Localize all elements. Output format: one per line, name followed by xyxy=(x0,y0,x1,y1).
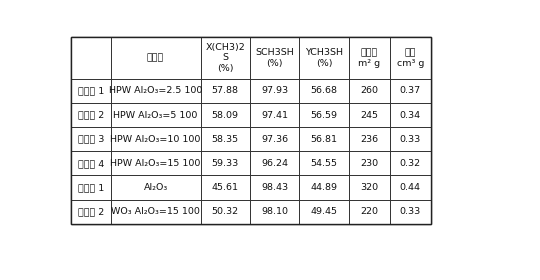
Bar xyxy=(71,37,111,79)
Bar xyxy=(250,103,299,127)
Text: 260: 260 xyxy=(360,87,378,95)
Text: 0.33: 0.33 xyxy=(400,207,421,216)
Bar xyxy=(111,151,200,176)
Text: SCH3SH
(%): SCH3SH (%) xyxy=(255,48,294,67)
Bar xyxy=(200,176,250,200)
Text: 实施例 2: 实施例 2 xyxy=(78,111,104,120)
Bar xyxy=(299,79,349,103)
Bar xyxy=(111,37,200,79)
Bar xyxy=(71,37,431,224)
Bar xyxy=(71,103,111,127)
Bar xyxy=(71,200,111,224)
Text: WO₃ Al₂O₃=15 100: WO₃ Al₂O₃=15 100 xyxy=(111,207,200,216)
Text: 97.36: 97.36 xyxy=(261,135,288,144)
Bar xyxy=(71,127,111,151)
Bar xyxy=(349,151,390,176)
Bar xyxy=(390,176,431,200)
Text: 比表面
m² g: 比表面 m² g xyxy=(358,48,380,67)
Text: HPW Al₂O₃=15 100: HPW Al₂O₃=15 100 xyxy=(110,159,201,168)
Bar xyxy=(299,103,349,127)
Text: 49.45: 49.45 xyxy=(310,207,338,216)
Text: 孔容
cm³ g: 孔容 cm³ g xyxy=(396,48,424,67)
Text: 0.33: 0.33 xyxy=(400,135,421,144)
Text: 97.93: 97.93 xyxy=(261,87,288,95)
Text: 96.24: 96.24 xyxy=(261,159,288,168)
Text: 236: 236 xyxy=(360,135,379,144)
Text: 0.44: 0.44 xyxy=(400,183,421,192)
Text: 59.33: 59.33 xyxy=(212,159,239,168)
Bar xyxy=(299,37,349,79)
Text: X(CH3)2
S
(%): X(CH3)2 S (%) xyxy=(205,43,245,73)
Bar xyxy=(111,176,200,200)
Bar xyxy=(71,37,431,224)
Text: 97.41: 97.41 xyxy=(261,111,288,120)
Text: 对照品 2: 对照品 2 xyxy=(78,207,104,216)
Text: Al₂O₃: Al₂O₃ xyxy=(144,183,168,192)
Bar xyxy=(200,151,250,176)
Bar xyxy=(390,127,431,151)
Text: HPW Al₂O₃=5 100: HPW Al₂O₃=5 100 xyxy=(113,111,198,120)
Bar xyxy=(299,176,349,200)
Bar xyxy=(250,151,299,176)
Text: 56.81: 56.81 xyxy=(310,135,338,144)
Bar xyxy=(390,37,431,79)
Bar xyxy=(390,103,431,127)
Text: 45.61: 45.61 xyxy=(212,183,239,192)
Text: 实施例 1: 实施例 1 xyxy=(78,87,104,95)
Text: 98.10: 98.10 xyxy=(261,207,288,216)
Bar xyxy=(250,176,299,200)
Bar xyxy=(349,176,390,200)
Bar xyxy=(250,127,299,151)
Bar xyxy=(200,79,250,103)
Bar xyxy=(349,127,390,151)
Text: 58.09: 58.09 xyxy=(212,111,239,120)
Bar xyxy=(111,79,200,103)
Text: 56.68: 56.68 xyxy=(310,87,338,95)
Bar xyxy=(349,103,390,127)
Bar xyxy=(349,37,390,79)
Bar xyxy=(390,151,431,176)
Bar xyxy=(71,151,111,176)
Bar xyxy=(111,103,200,127)
Text: 50.32: 50.32 xyxy=(212,207,239,216)
Text: 58.35: 58.35 xyxy=(212,135,239,144)
Text: 0.34: 0.34 xyxy=(400,111,421,120)
Bar xyxy=(200,200,250,224)
Text: 98.43: 98.43 xyxy=(261,183,288,192)
Text: 0.37: 0.37 xyxy=(400,87,421,95)
Bar xyxy=(299,127,349,151)
Text: 实施例 3: 实施例 3 xyxy=(78,135,104,144)
Text: 245: 245 xyxy=(360,111,378,120)
Bar xyxy=(71,79,111,103)
Bar xyxy=(250,200,299,224)
Bar xyxy=(299,151,349,176)
Bar xyxy=(390,200,431,224)
Text: 57.88: 57.88 xyxy=(212,87,239,95)
Text: 220: 220 xyxy=(360,207,378,216)
Text: 230: 230 xyxy=(360,159,379,168)
Bar xyxy=(349,200,390,224)
Text: HPW Al₂O₃=2.5 100: HPW Al₂O₃=2.5 100 xyxy=(109,87,202,95)
Bar xyxy=(71,176,111,200)
Text: 56.59: 56.59 xyxy=(310,111,338,120)
Bar xyxy=(111,200,200,224)
Text: YCH3SH
(%): YCH3SH (%) xyxy=(305,48,343,67)
Text: HPW Al₂O₃=10 100: HPW Al₂O₃=10 100 xyxy=(110,135,201,144)
Bar xyxy=(250,37,299,79)
Bar xyxy=(349,79,390,103)
Bar xyxy=(299,200,349,224)
Text: 实施例 4: 实施例 4 xyxy=(78,159,104,168)
Text: 0.32: 0.32 xyxy=(400,159,421,168)
Text: 44.89: 44.89 xyxy=(310,183,338,192)
Bar xyxy=(390,79,431,103)
Bar xyxy=(200,103,250,127)
Text: 催化剂: 催化剂 xyxy=(147,53,164,62)
Bar xyxy=(250,79,299,103)
Bar xyxy=(200,127,250,151)
Text: 320: 320 xyxy=(360,183,379,192)
Text: 对照品 1: 对照品 1 xyxy=(78,183,104,192)
Bar xyxy=(200,37,250,79)
Text: 54.55: 54.55 xyxy=(310,159,338,168)
Bar xyxy=(111,127,200,151)
